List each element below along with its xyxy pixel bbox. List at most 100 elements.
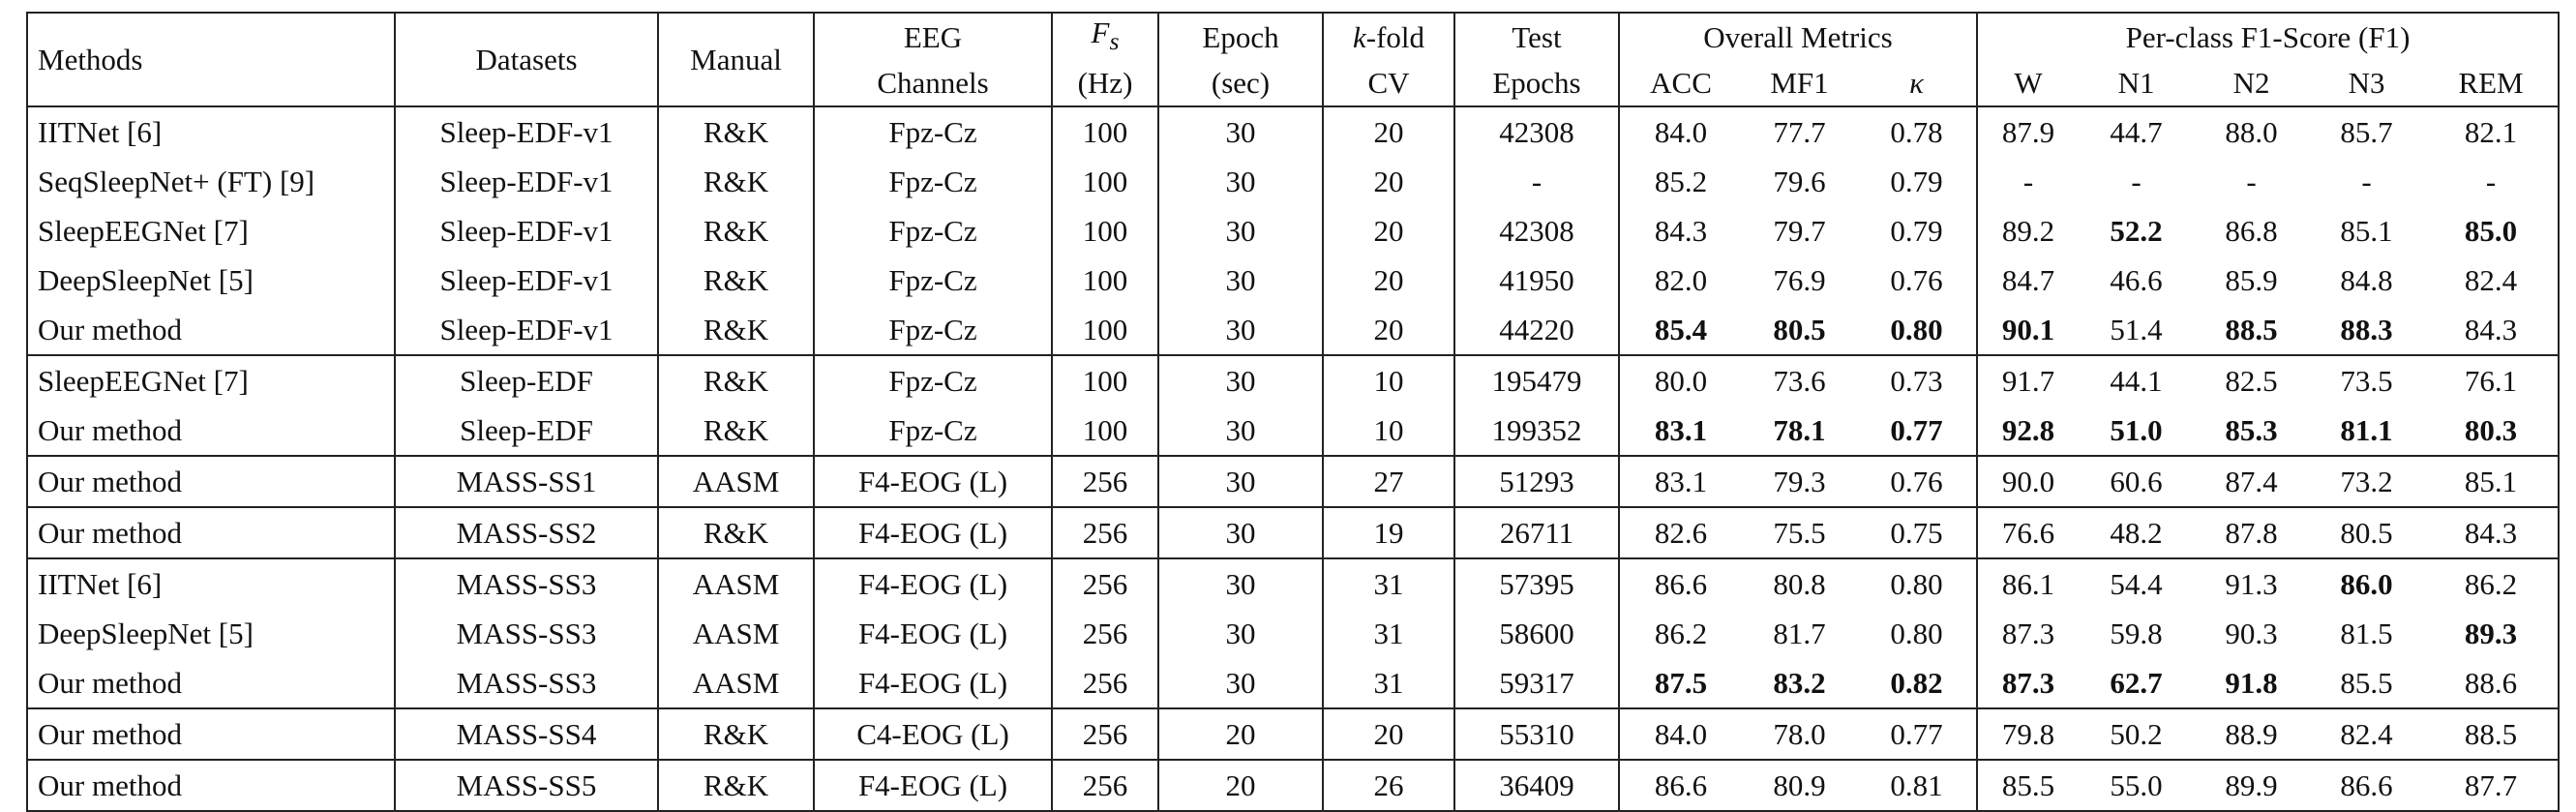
- table-cell: 87.4: [2225, 464, 2278, 498]
- header-text: Manual: [690, 42, 782, 76]
- header-subscript: s: [1109, 27, 1120, 56]
- table-cell: 256: [1052, 456, 1159, 508]
- table-header: Methods Datasets Manual EEG Fs Epoch k-f…: [27, 13, 2560, 107]
- table-cell: 87.8: [2225, 515, 2278, 550]
- table-cell: 87.5: [1654, 665, 1708, 700]
- row-group: Our method MASS-SS2 R&K F4-EOG (L) 256 30 19 26…: [27, 507, 2560, 559]
- table-cell: F4-EOG (L): [814, 456, 1053, 508]
- table-cell: R&K: [658, 256, 815, 306]
- table-cell: 100: [1052, 106, 1159, 158]
- header-text: Epochs: [1492, 66, 1581, 101]
- table-cell: -: [2022, 164, 2034, 198]
- table-cell: 26711: [1454, 507, 1620, 559]
- table-cell: 100: [1052, 256, 1159, 306]
- table-cell: 91.3: [2225, 566, 2278, 601]
- table-row: Our method Sleep-EDF R&K Fpz-Cz 100 30 10 19935…: [27, 406, 2559, 457]
- table-cell: 199352: [1454, 406, 1620, 457]
- row-group: Our method MASS-SS4 R&K C4-EOG (L) 256 20 20 55…: [27, 708, 2560, 761]
- table-cell: 83.1: [1654, 464, 1708, 498]
- table-cell: -: [2361, 164, 2372, 198]
- table-cell: 86.0: [2340, 566, 2393, 601]
- table-cell: 46.6: [2110, 262, 2163, 297]
- table-cell: R&K: [658, 106, 815, 158]
- table-cell: 0.75: [1857, 507, 1979, 559]
- table-cell: Fpz-Cz: [814, 305, 1053, 356]
- table-cell: R&K: [658, 507, 815, 559]
- table-cell: DeepSleepNet [5]: [27, 609, 396, 659]
- table-cell: 86.6: [1654, 566, 1708, 601]
- table-cell: 10: [1323, 355, 1455, 406]
- table-cell: SleepEEGNet [7]: [27, 206, 396, 256]
- header-symbol: k: [1352, 19, 1366, 54]
- header-cell: (sec): [1158, 61, 1324, 107]
- table-cell: 85.3: [2225, 412, 2278, 447]
- table-cell: R&K: [658, 760, 815, 812]
- table-cell: 87.9: [2001, 114, 2055, 149]
- table-cell: 76.9: [1773, 262, 1826, 297]
- table-cell: -: [2131, 164, 2142, 198]
- table-cell: R&K: [658, 206, 815, 256]
- table-cell: Sleep-EDF: [395, 355, 659, 406]
- header-cell: EEG: [814, 13, 1053, 62]
- table-cell: 100: [1052, 406, 1159, 457]
- table-cell: 89.2: [2001, 213, 2055, 248]
- table-row: SleepEEGNet [7] Sleep-EDF-v1 R&K Fpz-Cz 100 3…: [27, 206, 2559, 256]
- table-cell: 100: [1052, 157, 1159, 207]
- table-cell: 20: [1158, 760, 1324, 812]
- table-cell: 84.0: [1654, 716, 1708, 751]
- table-cell: 58600: [1454, 609, 1620, 659]
- table-cell: 256: [1052, 708, 1159, 761]
- table-cell: 83.1: [1654, 412, 1708, 447]
- header-text: κ: [1909, 66, 1924, 101]
- header-symbol: F: [1091, 15, 1110, 49]
- table-row: Our method MASS-SS1 AASM F4-EOG (L) 256 30 27 5…: [27, 456, 2559, 508]
- table-cell: 52.2: [2110, 213, 2163, 248]
- table-cell: Fpz-Cz: [814, 106, 1053, 158]
- table-cell: IITNet [6]: [27, 558, 396, 610]
- table-cell: 81.1: [2340, 412, 2393, 447]
- table-cell: 42308: [1454, 206, 1620, 256]
- table-cell: F4-EOG (L): [814, 558, 1053, 610]
- table-cell: 85.1: [2340, 213, 2393, 248]
- table-cell: 86.2: [1654, 616, 1708, 650]
- table-cell: IITNet [6]: [27, 106, 396, 158]
- header-cell: Test: [1454, 13, 1620, 62]
- header-cell: ACC: [1619, 61, 1742, 106]
- table-cell: MASS-SS3: [395, 558, 659, 610]
- header-cell: κ: [1857, 61, 1979, 107]
- header-cell: MF1: [1742, 61, 1857, 106]
- header-cell: CV: [1323, 61, 1455, 107]
- table-row: DeepSleepNet [5] Sleep-EDF-v1 R&K Fpz-Cz 100…: [27, 256, 2559, 306]
- header-cell: Fs: [1052, 13, 1159, 62]
- table-cell: 84.0: [1654, 114, 1708, 149]
- table-cell: 86.1: [2001, 566, 2055, 601]
- table-cell: 91.7: [2001, 363, 2055, 398]
- table-cell: Our method: [27, 406, 396, 457]
- table-cell: F4-EOG (L): [814, 658, 1053, 709]
- table-cell: 88.0: [2225, 114, 2278, 149]
- table-cell: 42308: [1454, 106, 1620, 158]
- table-cell: 84.7: [2001, 262, 2055, 297]
- table-cell: AASM: [658, 456, 815, 508]
- table-cell: 256: [1052, 558, 1159, 610]
- header-cell: N1: [2079, 61, 2194, 106]
- header-text: N3: [2348, 66, 2385, 101]
- table-cell: 92.8: [2001, 412, 2055, 447]
- table-cell: MASS-SS1: [395, 456, 659, 508]
- table-cell: 85.4: [1654, 312, 1708, 346]
- table-cell: 79.8: [2001, 716, 2055, 751]
- table-cell: 30: [1158, 355, 1324, 406]
- table-cell: 30: [1158, 305, 1324, 356]
- table-cell: AASM: [658, 658, 815, 709]
- table-cell: 85.1: [2464, 464, 2518, 498]
- table-cell: 0.79: [1857, 206, 1979, 256]
- table-cell: Fpz-Cz: [814, 355, 1053, 406]
- table-cell: 80.5: [1773, 312, 1826, 346]
- table-cell: 81.5: [2340, 616, 2393, 650]
- header-text: Test: [1512, 19, 1562, 54]
- header-cell: Epoch: [1158, 13, 1324, 62]
- table-cell: -: [2485, 164, 2497, 198]
- table-cell: R&K: [658, 355, 815, 406]
- table-cell: 30: [1158, 406, 1324, 457]
- row-group: IITNet [6] Sleep-EDF-v1 R&K Fpz-Cz 100 30 20 42…: [27, 106, 2560, 356]
